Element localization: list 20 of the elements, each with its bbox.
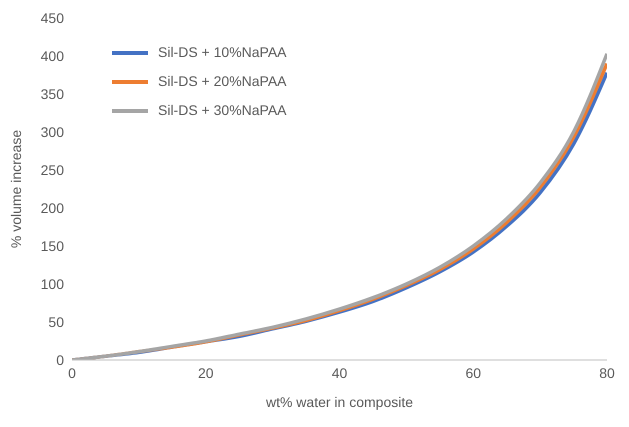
legend-label: Sil-DS + 20%NaPAA: [158, 72, 287, 91]
x-tick-label: 80: [599, 364, 615, 381]
y-tick-label: 300: [40, 124, 64, 140]
x-axis-title: wt% water in composite: [264, 394, 414, 410]
y-tick-label: 400: [40, 48, 64, 64]
x-tick-label: 60: [465, 364, 482, 381]
y-tick-label: 250: [40, 162, 64, 178]
y-tick-label: 350: [40, 86, 64, 102]
y-tick-label: 450: [40, 10, 64, 26]
x-tick-label: 0: [68, 364, 76, 381]
x-tick-label: 40: [332, 364, 348, 381]
y-tick-label: 200: [40, 200, 64, 216]
y-tick-label: 0: [56, 352, 64, 368]
y-axis-title: % volume increase: [8, 130, 24, 248]
legend-label: Sil-DS + 30%NaPAA: [158, 101, 287, 120]
y-tick-label: 150: [40, 238, 64, 254]
legend-label: Sil-DS + 10%NaPAA: [158, 43, 287, 62]
x-tick-label: 20: [198, 364, 214, 381]
y-tick-label: 100: [40, 276, 64, 292]
y-tick-label: 50: [48, 314, 64, 330]
